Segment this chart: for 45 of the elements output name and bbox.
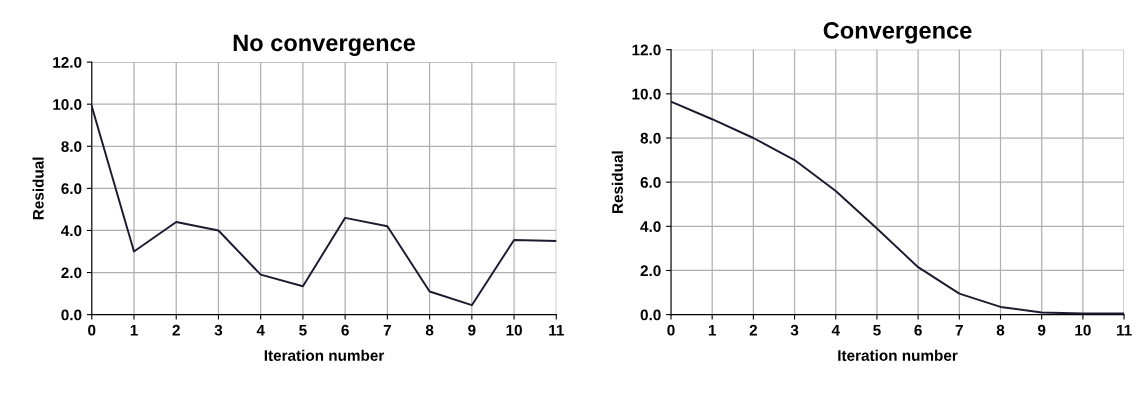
- x-tick-label: 6: [341, 324, 349, 336]
- x-tick-label: 8: [425, 324, 434, 336]
- x-axis-title: Iteration number: [264, 349, 385, 361]
- x-tick-label: 5: [873, 324, 881, 336]
- y-tick-label: 12.0: [632, 44, 661, 56]
- x-tick-label: 11: [549, 324, 564, 336]
- y-tick-label: 10.0: [632, 88, 661, 100]
- y-tick-label: 4.0: [640, 221, 661, 233]
- x-tick-label: 2: [172, 324, 180, 336]
- x-tick-label: 1: [130, 324, 138, 336]
- y-tick-label: 0.0: [61, 309, 82, 321]
- x-tick-label: 3: [790, 324, 799, 336]
- x-tick-label: 10: [1075, 324, 1091, 336]
- x-tick-label: 0: [667, 324, 675, 336]
- y-tick-label: 10.0: [53, 99, 82, 110]
- x-tick-label: 7: [383, 324, 391, 336]
- x-tick-label: 8: [996, 324, 1005, 336]
- y-tick-label: 6.0: [61, 183, 82, 195]
- y-tick-label: 0.0: [640, 309, 661, 321]
- x-tick-label: 6: [914, 324, 922, 336]
- line-series: [91, 105, 557, 307]
- y-tick-label: 2.0: [640, 265, 661, 277]
- x-tick-label: 0: [88, 324, 96, 336]
- chart-title: No convergence: [233, 34, 416, 56]
- y-tick-label: 8.0: [61, 141, 82, 152]
- x-tick-label: 4: [831, 324, 840, 336]
- x-tick-label: 2: [749, 324, 758, 336]
- x-axis-title: Iteration number: [838, 349, 958, 361]
- y-tick-label: 6.0: [640, 177, 661, 188]
- y-tick-label: 2.0: [61, 267, 82, 279]
- y-tick-label: 4.0: [61, 225, 82, 237]
- y-axis-title: Residual: [611, 151, 623, 213]
- x-tick-label: 7: [955, 324, 963, 336]
- x-tick-label: 4: [256, 324, 265, 336]
- x-tick-label: 10: [506, 324, 522, 336]
- x-tick-label: 3: [214, 324, 223, 336]
- x-tick-label: 9: [468, 324, 476, 336]
- x-tick-label: 5: [299, 324, 307, 336]
- x-tick-label: 9: [1037, 324, 1046, 336]
- y-tick-label: 12.0: [53, 56, 82, 68]
- y-axis-title: Residual: [32, 157, 44, 220]
- y-tick-label: 8.0: [640, 132, 661, 144]
- x-tick-label: 11: [1116, 324, 1132, 336]
- chart-title: Convergence: [823, 22, 972, 44]
- x-tick-label: 1: [708, 324, 717, 336]
